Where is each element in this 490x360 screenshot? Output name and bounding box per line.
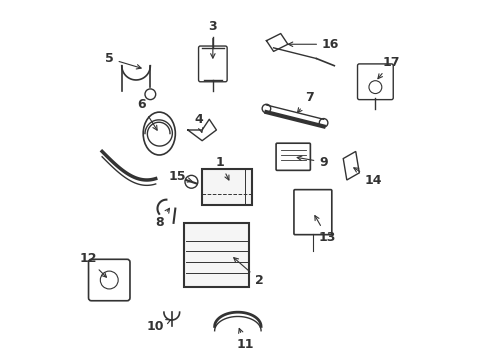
FancyBboxPatch shape <box>198 46 227 82</box>
Polygon shape <box>343 152 359 180</box>
Text: 15: 15 <box>169 170 192 183</box>
Text: 2: 2 <box>234 258 264 287</box>
Text: 9: 9 <box>297 156 328 168</box>
Text: 6: 6 <box>137 99 157 130</box>
Text: 17: 17 <box>378 55 400 78</box>
Text: 11: 11 <box>236 328 254 351</box>
FancyBboxPatch shape <box>202 169 252 205</box>
Text: 5: 5 <box>105 52 141 69</box>
Text: 4: 4 <box>194 113 203 132</box>
Text: 10: 10 <box>147 320 171 333</box>
FancyBboxPatch shape <box>276 143 310 170</box>
Text: 13: 13 <box>315 216 336 244</box>
FancyBboxPatch shape <box>294 190 332 235</box>
Text: 3: 3 <box>209 20 217 58</box>
Text: 12: 12 <box>79 252 106 277</box>
Text: 8: 8 <box>155 208 170 229</box>
FancyBboxPatch shape <box>89 259 130 301</box>
FancyBboxPatch shape <box>184 223 248 287</box>
Text: 1: 1 <box>216 156 229 180</box>
Text: 16: 16 <box>288 38 340 51</box>
Text: 7: 7 <box>297 91 314 113</box>
Text: 14: 14 <box>354 168 382 186</box>
FancyBboxPatch shape <box>358 64 393 100</box>
